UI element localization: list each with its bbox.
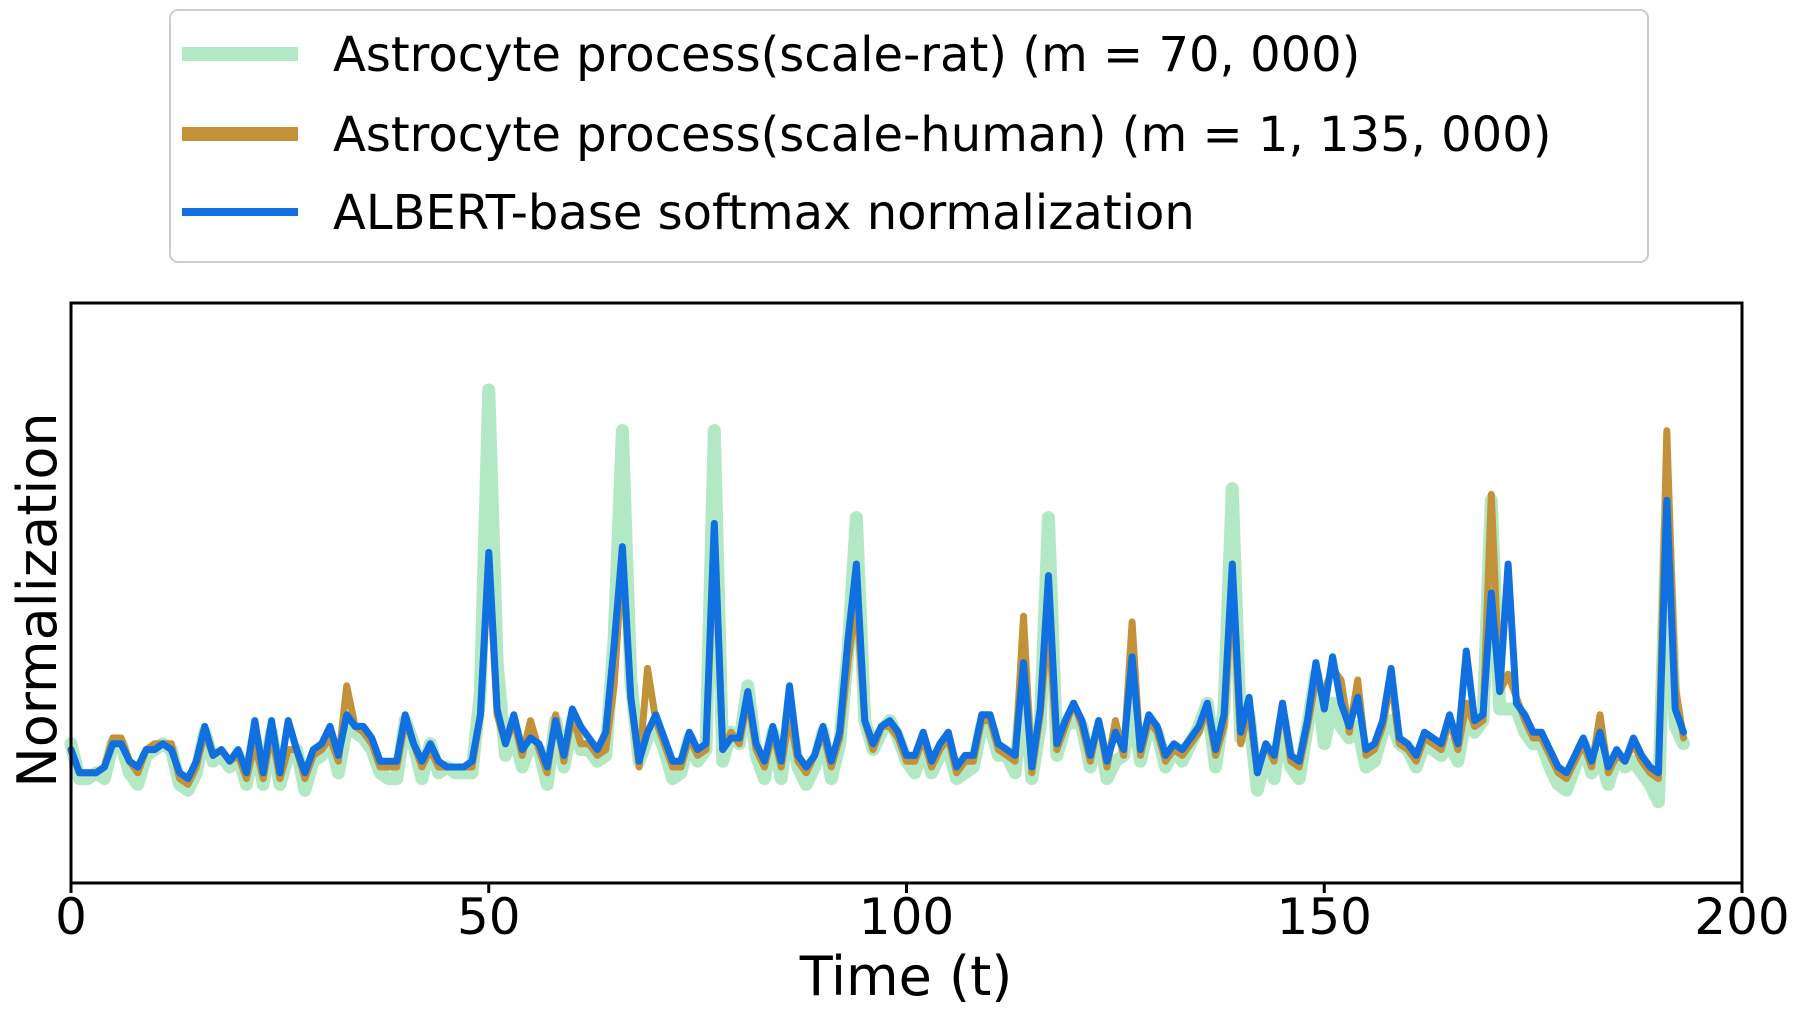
x-tick-label-0: 0 — [55, 888, 87, 946]
x-tick-label-3: 150 — [1277, 888, 1372, 946]
plot-area — [64, 383, 1690, 809]
legend-label-series-2: ALBERT-base softmax normalization — [333, 185, 1195, 241]
x-axis: 0 50 100 150 200 Time (t) — [55, 883, 1790, 1008]
y-axis-label: Normalization — [6, 412, 69, 787]
x-axis-label: Time (t) — [799, 945, 1013, 1008]
series-line-2 — [67, 496, 1687, 783]
x-tick-label-4: 200 — [1694, 888, 1789, 946]
x-tick-label-1: 50 — [457, 888, 521, 946]
legend-label-series-0: Astrocyte process(scale-rat) (m = 70, 00… — [333, 27, 1360, 83]
legend-label-series-1: Astrocyte process(scale-human) (m = 1, 1… — [333, 107, 1551, 163]
legend-box — [169, 9, 1649, 263]
legend: Astrocyte process(scale-rat) (m = 70, 00… — [169, 9, 1649, 263]
x-tick-label-2: 100 — [859, 888, 954, 946]
